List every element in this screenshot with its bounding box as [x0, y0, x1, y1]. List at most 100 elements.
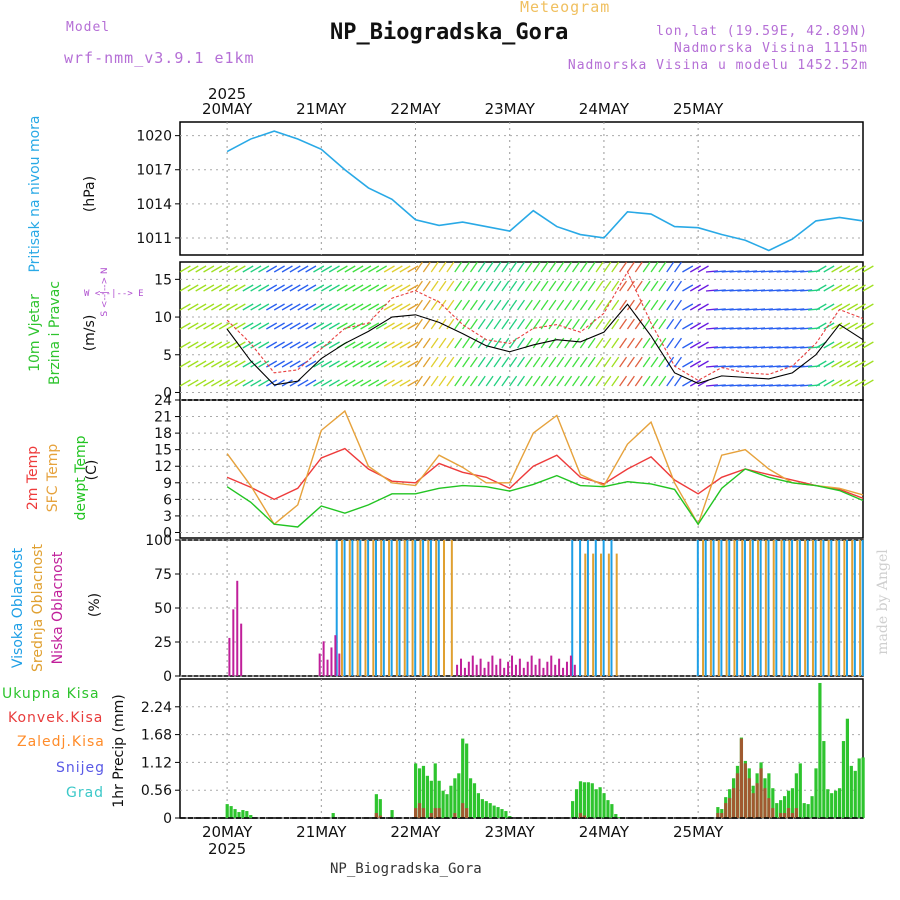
precip-convective-bar — [417, 803, 422, 818]
precip-total-bar — [488, 803, 492, 818]
cloud-high-bar — [751, 540, 754, 676]
wind-arrow — [839, 265, 851, 273]
precip-total-bar — [606, 800, 610, 818]
wind-arrow — [469, 318, 478, 330]
wind-arrow — [862, 360, 874, 368]
wind-arrow — [823, 303, 835, 311]
wind-arrow — [258, 322, 270, 330]
wind-arrow — [352, 341, 364, 349]
precip-total-bar — [390, 810, 394, 818]
wind-arrow — [705, 289, 718, 292]
wind-arrow — [344, 341, 356, 349]
wind-arrow — [454, 356, 463, 368]
wind-arrow — [218, 284, 230, 292]
wind-arrow — [524, 375, 533, 387]
wind-arrow — [266, 284, 278, 292]
wind-arrow — [776, 289, 789, 292]
wind-arrow — [532, 261, 541, 273]
precip-total-bar — [610, 804, 614, 818]
wind-arrow — [336, 284, 348, 292]
wind-arrow — [493, 261, 502, 273]
wind-arrow — [768, 327, 781, 330]
date-label-top: 20MAY — [202, 100, 253, 118]
wind-arrow — [509, 299, 518, 311]
wind-arrow — [564, 375, 573, 387]
cloud-high-bar — [406, 540, 409, 676]
wind-arrow — [360, 284, 372, 292]
precip-total-bar — [492, 805, 496, 818]
wind-arrow — [595, 356, 604, 368]
wind-arrow — [792, 384, 805, 387]
wind-arrow — [375, 360, 387, 368]
cloud-low-bar — [456, 664, 459, 676]
wind-arrow — [745, 346, 758, 349]
wind-arrow — [422, 299, 431, 311]
wind-arrow — [218, 341, 230, 349]
cloud-mid-bar — [835, 540, 838, 676]
wind-arrow — [854, 322, 866, 330]
wind-arrow — [823, 322, 835, 330]
wind-arrow — [532, 299, 541, 311]
date-label-top: 25MAY — [673, 100, 724, 118]
wind-arrow — [344, 303, 356, 311]
wind-arrow — [823, 360, 835, 368]
cloud-mid-bar — [733, 540, 736, 676]
wind-arrow — [721, 365, 734, 368]
wind-arrow — [579, 375, 588, 387]
cloud-high-bar — [728, 540, 731, 676]
wind-arrow — [258, 284, 270, 292]
wind-arrow — [320, 265, 333, 273]
wind-arrow — [666, 318, 675, 330]
wind-arrow — [360, 341, 372, 349]
precip-total-bar — [779, 800, 783, 818]
wind-arrow — [493, 318, 502, 330]
wind-arrow — [556, 280, 565, 292]
wind-arrow — [634, 356, 643, 368]
precip-total-bar — [830, 793, 834, 818]
cloud-high-bar — [398, 540, 401, 676]
cloud-high-bar — [586, 540, 589, 676]
wind-arrow — [619, 375, 628, 387]
wind-arrow — [784, 327, 797, 330]
precip-total-bar — [786, 790, 791, 818]
precip-convective-bar — [716, 813, 720, 818]
wind-arrow — [289, 303, 301, 311]
cloud-low-bar — [565, 661, 568, 676]
cloud-mid-bar — [427, 540, 430, 676]
cloud-mid-bar — [372, 540, 375, 676]
wind-arrow — [737, 270, 750, 273]
wind-arrow — [626, 337, 635, 349]
wind-arrow — [368, 322, 380, 330]
cloud-mid-bar — [804, 540, 807, 676]
cloud-mid-bar — [607, 553, 610, 676]
cloud-mid-bar — [395, 540, 398, 676]
wind-arrow — [634, 261, 643, 273]
precip-total-bar — [476, 793, 481, 818]
precip-total-bar — [468, 778, 473, 818]
wind-arrow — [603, 261, 612, 273]
wind-arrow — [328, 284, 340, 292]
wind-arrow — [493, 356, 502, 368]
date-label-bottom: 24MAY — [579, 823, 630, 841]
cloud-high-bar — [429, 540, 432, 676]
wind-arrow — [800, 308, 813, 311]
y-tick-label: 1014 — [136, 197, 172, 213]
wind-arrow — [792, 270, 805, 273]
cloud-mid-bar — [450, 540, 453, 676]
wind-arrow — [548, 261, 557, 273]
wind-arrow-field — [179, 261, 874, 387]
cloud-high-bar — [759, 540, 762, 676]
precip-convective-bar — [378, 815, 382, 818]
wind-arrow — [729, 308, 742, 311]
cloud-low-bar — [326, 659, 329, 676]
cloud-high-bar — [359, 540, 362, 676]
wind-arrow — [195, 379, 207, 387]
precip-convective-bar — [747, 778, 751, 818]
cloud-low-bar — [550, 655, 553, 676]
legend-snow: Snijeg — [56, 760, 106, 776]
cloud-bars — [228, 540, 864, 676]
wind-arrow — [854, 284, 866, 292]
wind-arrow — [689, 379, 702, 387]
cloud-low-bar — [459, 658, 462, 676]
